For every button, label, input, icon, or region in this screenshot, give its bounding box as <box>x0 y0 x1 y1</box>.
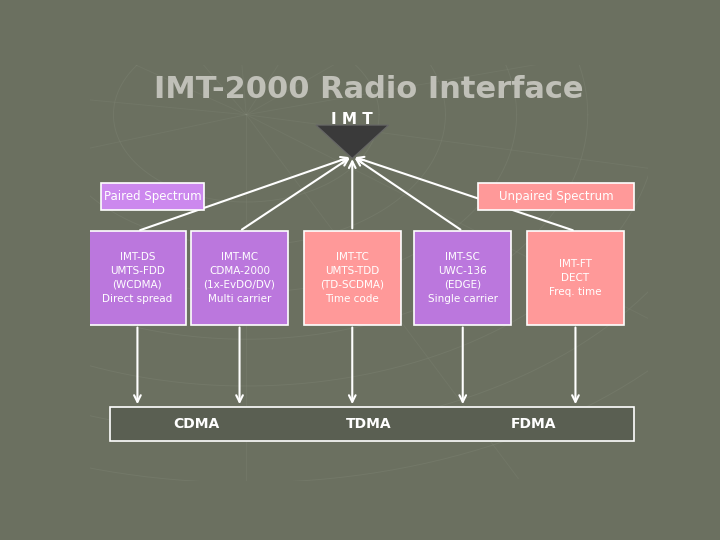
Text: IMT-2000 Radio Interface: IMT-2000 Radio Interface <box>154 75 584 104</box>
FancyBboxPatch shape <box>89 231 186 325</box>
FancyBboxPatch shape <box>109 407 634 441</box>
FancyBboxPatch shape <box>478 183 634 210</box>
FancyBboxPatch shape <box>415 231 511 325</box>
Text: FDMA: FDMA <box>511 417 557 431</box>
Text: I M T: I M T <box>331 112 373 127</box>
Text: IMT-TC
UMTS-TDD
(TD-SCDMA)
Time code: IMT-TC UMTS-TDD (TD-SCDMA) Time code <box>320 252 384 304</box>
FancyBboxPatch shape <box>101 183 204 210</box>
Text: IMT-MC
CDMA-2000
(1x-EvDO/DV)
Multi carrier: IMT-MC CDMA-2000 (1x-EvDO/DV) Multi carr… <box>204 252 276 304</box>
Text: CDMA: CDMA <box>173 417 219 431</box>
Text: Paired Spectrum: Paired Spectrum <box>104 190 202 203</box>
Text: IMT-FT
DECT
Freq. time: IMT-FT DECT Freq. time <box>549 259 602 297</box>
Text: Unpaired Spectrum: Unpaired Spectrum <box>499 190 613 203</box>
FancyBboxPatch shape <box>192 231 288 325</box>
Text: IMT-DS
UMTS-FDD
(WCDMA)
Direct spread: IMT-DS UMTS-FDD (WCDMA) Direct spread <box>102 252 173 304</box>
Polygon shape <box>316 125 389 158</box>
Text: TDMA: TDMA <box>346 417 392 431</box>
Text: IMT-SC
UWC-136
(EDGE)
Single carrier: IMT-SC UWC-136 (EDGE) Single carrier <box>428 252 498 304</box>
FancyBboxPatch shape <box>304 231 400 325</box>
FancyBboxPatch shape <box>527 231 624 325</box>
